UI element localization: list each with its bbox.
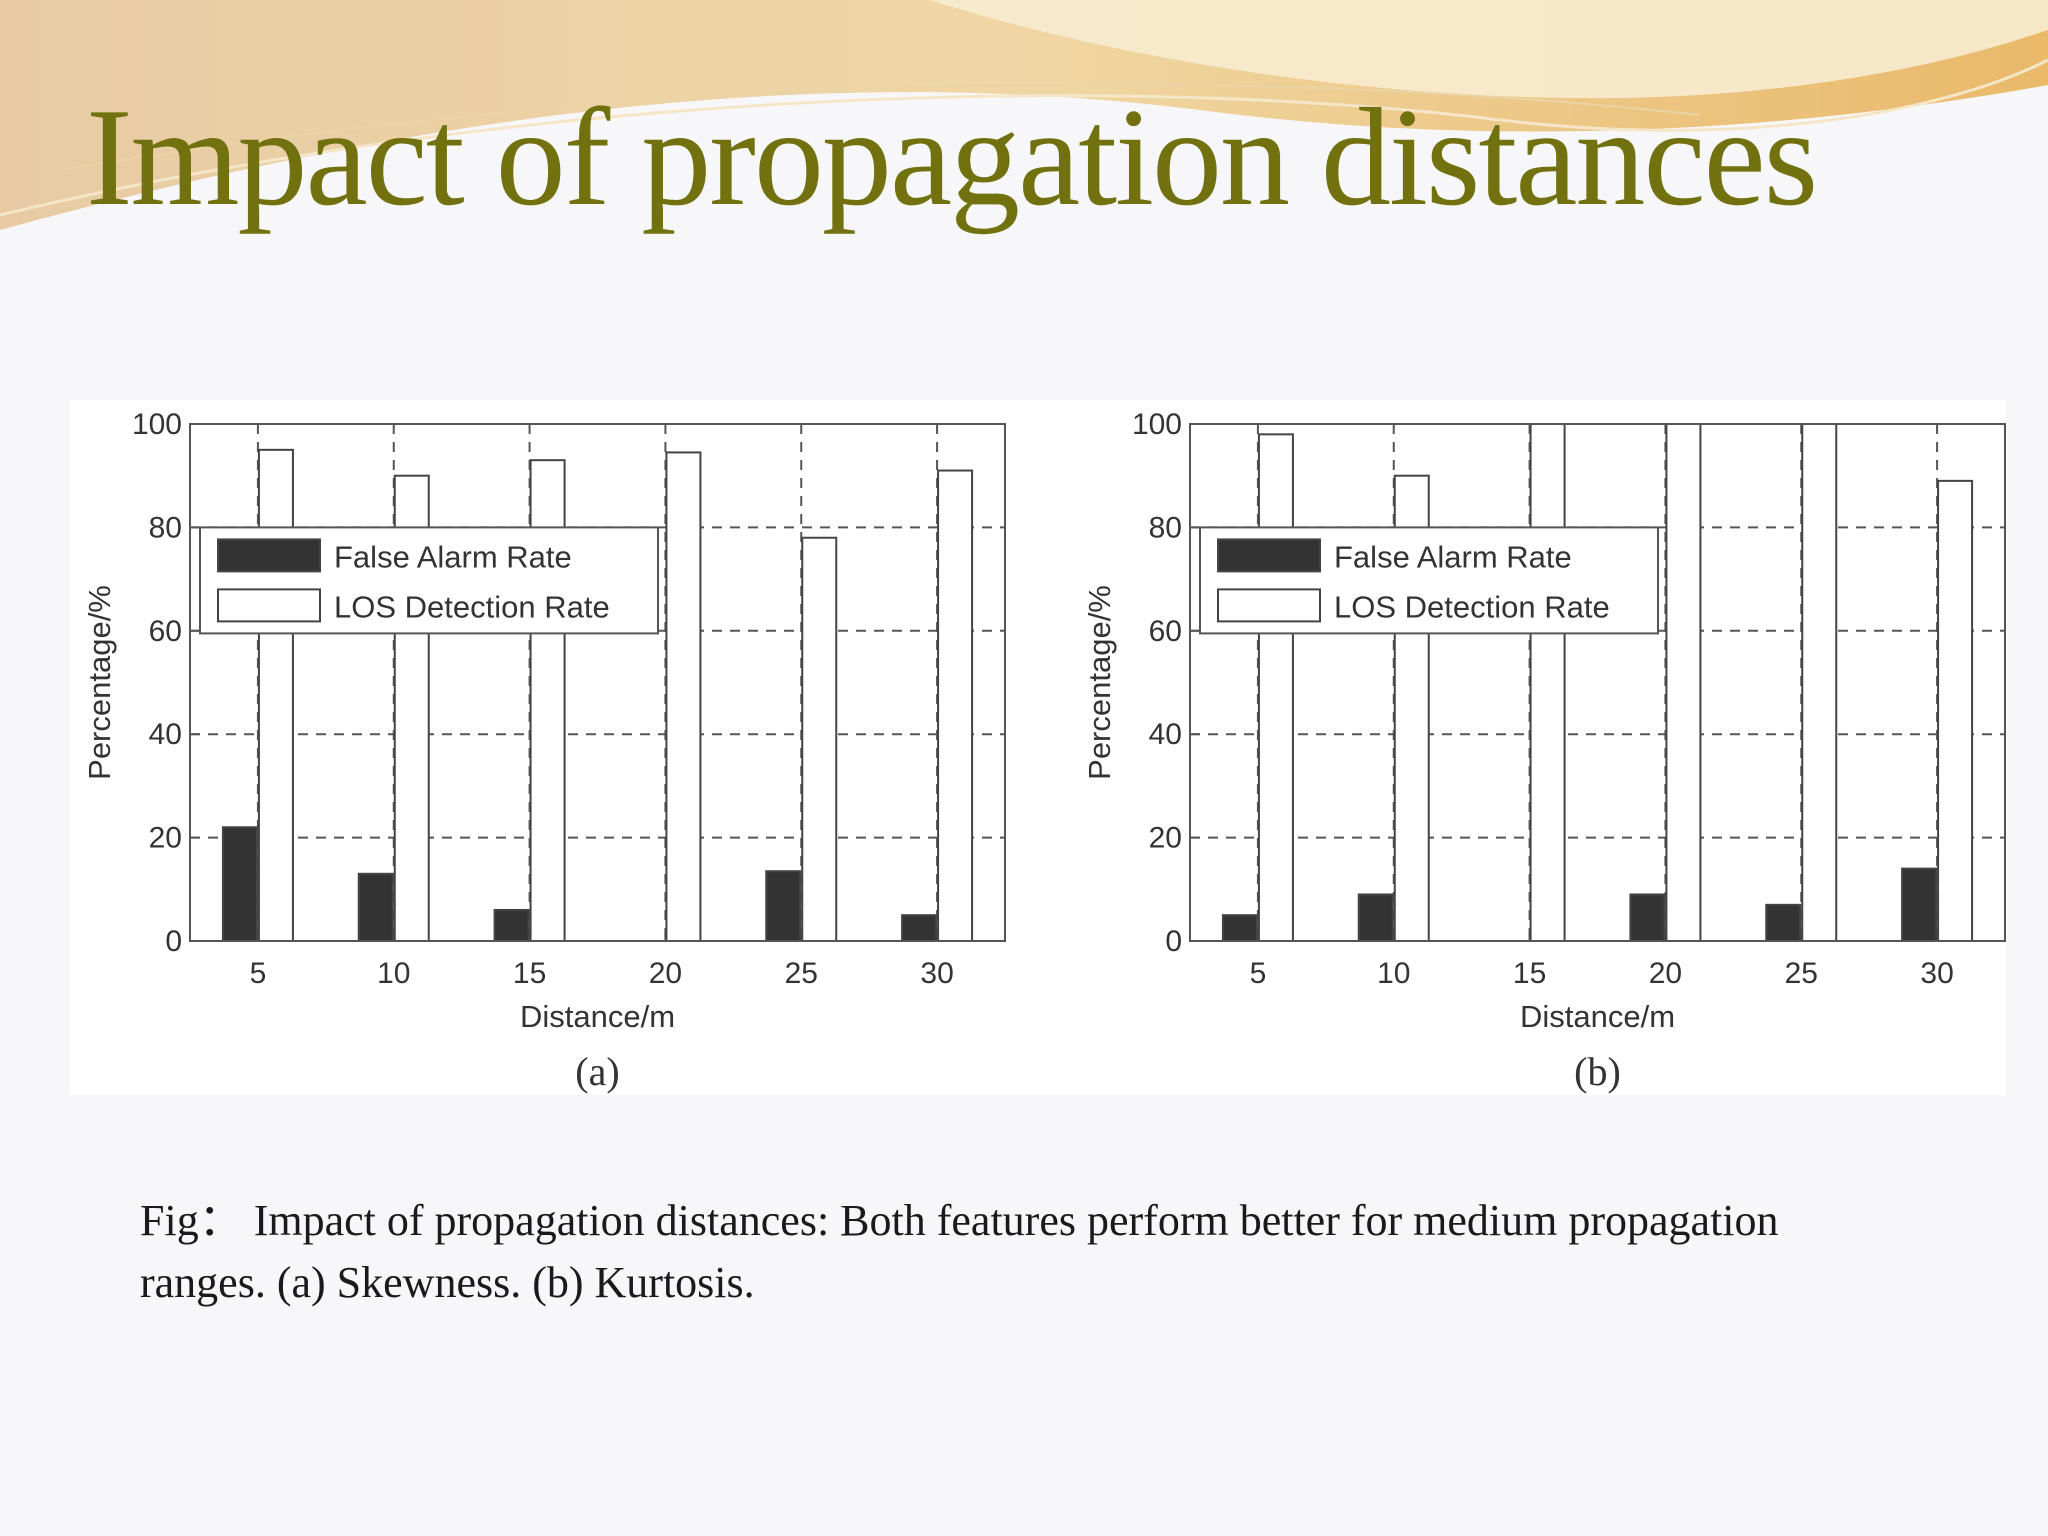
plot-area	[190, 424, 1005, 941]
bar-false-alarm	[1629, 893, 1666, 942]
x-tick-label: 10	[377, 957, 410, 990]
y-tick-label: 100	[132, 408, 182, 441]
bar-false-alarm	[1901, 867, 1938, 942]
y-tick-label: 60	[149, 615, 182, 648]
x-tick-label: 20	[649, 957, 682, 990]
bar-false-alarm	[221, 826, 258, 943]
x-tick-label: 10	[1377, 957, 1410, 990]
legend-swatch-false-alarm	[217, 538, 321, 573]
bar-los-detection	[1937, 479, 1974, 943]
x-axis-label: Distance/m	[520, 999, 675, 1034]
bar-false-alarm	[493, 908, 530, 943]
bar-los-detection	[937, 469, 974, 942]
plot-frame	[189, 423, 1006, 942]
y-tick-label: 80	[149, 511, 182, 544]
chart-a-skewness: 0 20 40 60 80 100 5 10 15 20 25 30 False Alarm Rate L…	[82, 408, 1006, 1094]
bar-los-detection	[257, 448, 294, 942]
plot-frame	[1189, 423, 2006, 942]
panel-label: (a)	[575, 1049, 619, 1094]
y-tick-label: 40	[1149, 718, 1182, 751]
x-tick-label: 25	[785, 957, 818, 990]
legend-swatch-los-detection	[217, 588, 321, 623]
bar-los-detection	[801, 536, 838, 943]
x-tick-label: 25	[1785, 957, 1818, 990]
bar-false-alarm	[357, 872, 394, 943]
y-tick-label: 80	[1149, 511, 1182, 544]
bar-false-alarm	[1221, 914, 1258, 943]
x-tick-label: 15	[1513, 957, 1546, 990]
bar-false-alarm	[1765, 903, 1802, 942]
plot-area	[1190, 424, 2005, 941]
x-tick-label: 5	[1250, 957, 1267, 990]
header-swoosh-highlight	[930, 0, 2048, 99]
bar-los-detection	[1801, 423, 1838, 942]
legend-swatch-false-alarm	[1217, 538, 1321, 573]
y-tick-label: 60	[1149, 615, 1182, 648]
x-tick-label: 5	[250, 957, 267, 990]
legend-label: LOS Detection Rate	[334, 589, 610, 624]
figure-caption: Fig： Impact of propagation distances: Bo…	[140, 1196, 1779, 1307]
bar-false-alarm	[765, 870, 802, 942]
bar-los-detection	[1665, 423, 1702, 942]
y-tick-label: 40	[149, 718, 182, 751]
y-axis-label: Percentage/%	[1082, 585, 1117, 780]
bar-los-detection	[665, 451, 702, 943]
bar-false-alarm	[901, 914, 938, 943]
y-tick-label: 0	[165, 925, 182, 958]
x-tick-label: 20	[1649, 957, 1682, 990]
x-tick-label: 15	[513, 957, 546, 990]
x-axis-label: Distance/m	[1520, 999, 1675, 1034]
bar-false-alarm	[1357, 893, 1394, 942]
legend-label: False Alarm Rate	[1334, 539, 1572, 574]
y-tick-label: 20	[1149, 822, 1182, 855]
x-tick-label: 30	[1920, 957, 1953, 990]
figure-panel: 0 20 40 60 80 100 5 10 15 20 25 30 False Alarm Rate L…	[70, 400, 2006, 1095]
x-tick-label: 30	[920, 957, 953, 990]
legend-swatch-los-detection	[1217, 588, 1321, 623]
y-tick-label: 0	[1165, 925, 1182, 958]
slide-title: Impact of propagation distances	[86, 80, 1818, 235]
chart-b-kurtosis: 0 20 40 60 80 100 5 10 15 20 25 30 False Alarm Rate L…	[1082, 408, 2006, 1094]
bar-los-detection	[1529, 423, 1566, 942]
y-axis-label: Percentage/%	[82, 585, 117, 780]
header-swoosh-line	[0, 58, 2048, 217]
legend-label: LOS Detection Rate	[1334, 589, 1610, 624]
y-tick-label: 20	[149, 822, 182, 855]
header-swoosh-line-2	[59, 83, 1701, 171]
y-tick-label: 100	[1132, 408, 1182, 441]
legend-label: False Alarm Rate	[334, 539, 572, 574]
bar-los-detection	[1257, 433, 1294, 943]
panel-label: (b)	[1574, 1049, 1621, 1094]
